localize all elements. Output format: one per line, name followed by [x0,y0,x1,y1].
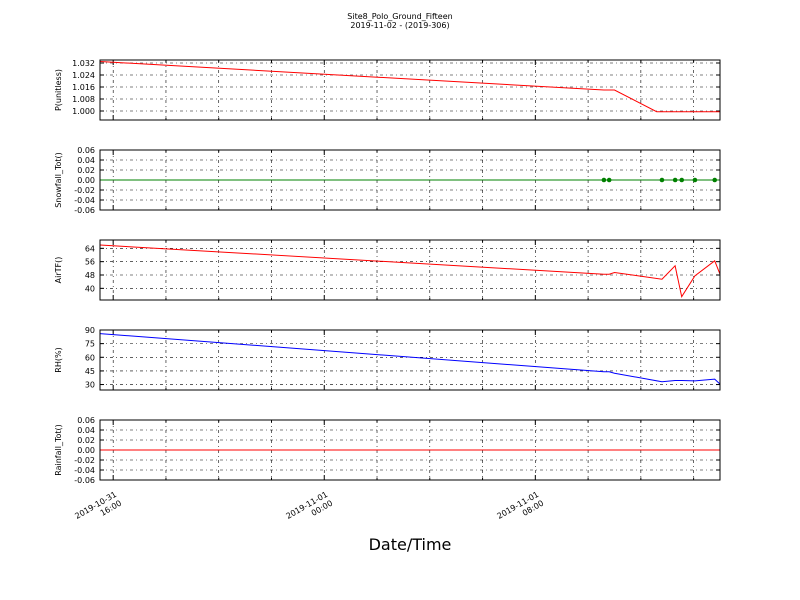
y-tick-label: 60 [85,353,95,362]
y-tick-label: 1.008 [72,95,95,104]
y-tick-label: -0.04 [74,466,95,475]
chart-subtitle: 2019-11-02 - (2019-306) [350,21,450,30]
x-tick-label: 2019-11-0108:00 [496,490,546,530]
x-tick-label: 2019-10-3116:00 [73,490,123,530]
data-point [679,177,685,183]
chart-title: Site8_Polo_Ground_Fifteen [347,12,453,21]
y-axis-label: Snowfall_Tot() [54,152,63,208]
y-tick-label: -0.06 [74,206,95,215]
plot-frame [99,329,721,391]
y-tick-label: 0.06 [77,416,95,425]
y-tick-label: 1.016 [72,83,95,92]
y-tick-label: 0.04 [77,426,95,435]
y-tick-label: 90 [85,326,95,335]
y-tick-label: 0.06 [77,146,95,155]
data-point [659,177,665,183]
series-line [99,244,721,299]
y-tick-label: 0.02 [77,436,95,445]
y-tick-label: -0.04 [74,196,95,205]
y-tick-label: 1.024 [72,71,95,80]
plot-frame [99,239,721,301]
y-tick-label: -0.02 [74,456,95,465]
y-tick-label: 64 [85,244,95,253]
y-tick-label: 0.02 [77,166,95,175]
y-tick-label: 48 [85,271,95,280]
series-line [99,61,720,113]
y-tick-label: 0.00 [77,446,95,455]
y-axis-label: Rainfall_Tot() [54,424,63,476]
x-tick-label: 2019-11-0100:00 [284,490,334,530]
y-tick-label: 0.00 [77,176,95,185]
series-line [99,333,721,385]
y-tick-label: 1.032 [72,59,95,68]
data-point [672,177,678,183]
y-tick-label: 45 [85,367,95,376]
y-tick-label: 40 [85,284,95,293]
y-tick-label: 56 [85,258,95,267]
y-axis-label: AirTF() [54,257,63,284]
y-tick-label: 0.04 [77,156,95,165]
data-point [606,177,612,183]
plot-frame [99,59,721,121]
y-tick-label: -0.06 [74,476,95,485]
y-axis-label: RH(%) [54,347,63,372]
y-tick-label: 30 [85,381,95,390]
data-point [601,177,607,183]
data-point [692,177,698,183]
plot-frame [99,419,721,481]
plot-frame [99,149,721,211]
y-axis-label: P(unitless) [54,69,63,111]
data-point [712,177,718,183]
y-tick-label: -0.02 [74,186,95,195]
x-axis-label: Date/Time [368,535,452,554]
y-tick-label: 1.000 [72,107,95,116]
y-tick-label: 75 [85,340,95,349]
